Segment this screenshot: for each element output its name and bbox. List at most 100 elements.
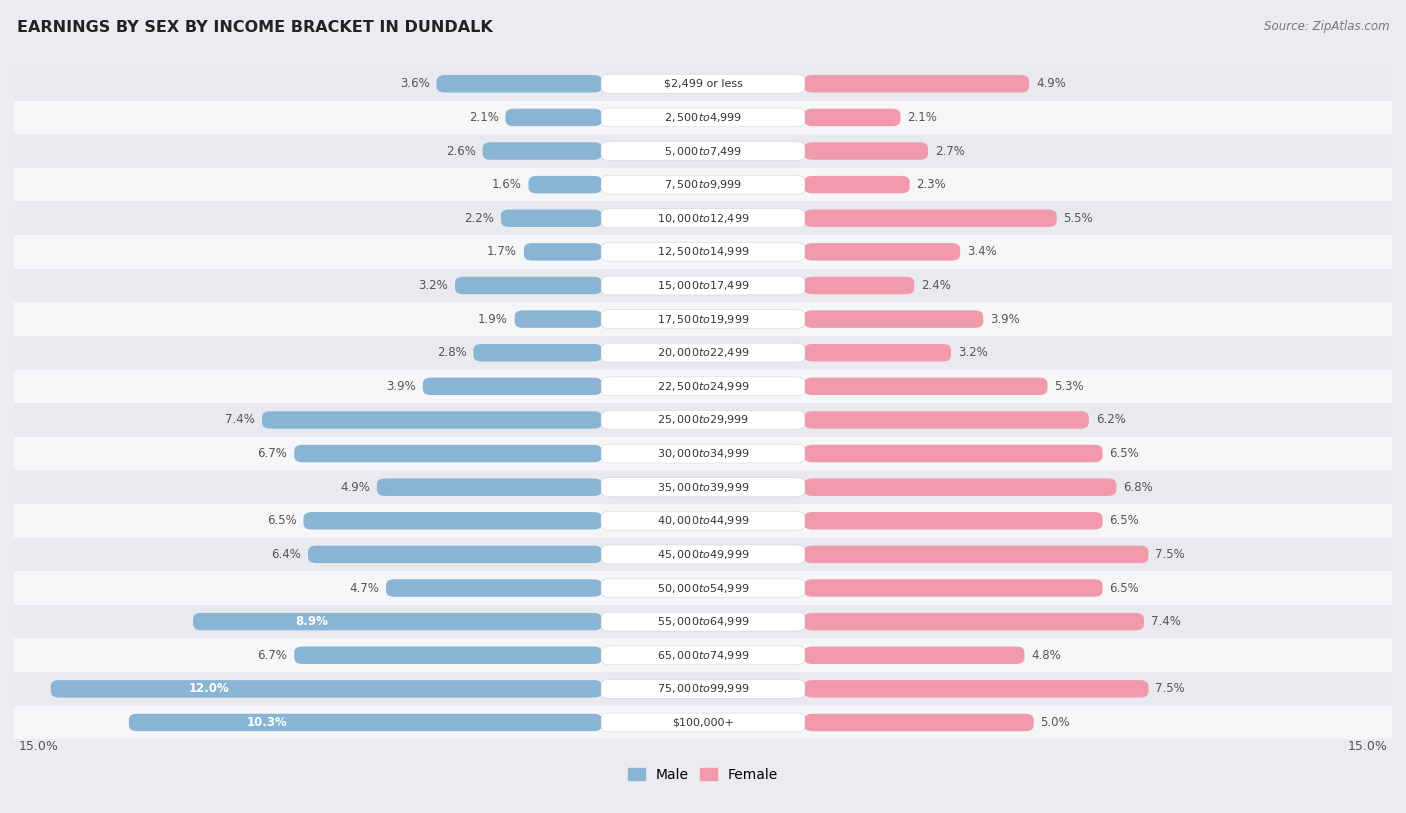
FancyBboxPatch shape bbox=[804, 512, 1102, 529]
Text: 6.8%: 6.8% bbox=[1123, 480, 1153, 493]
FancyBboxPatch shape bbox=[377, 478, 602, 496]
FancyBboxPatch shape bbox=[387, 580, 602, 597]
FancyBboxPatch shape bbox=[515, 311, 602, 328]
Text: 7.5%: 7.5% bbox=[1156, 682, 1185, 695]
Bar bbox=[14, 167, 1392, 202]
FancyBboxPatch shape bbox=[294, 445, 602, 463]
FancyBboxPatch shape bbox=[600, 108, 806, 127]
FancyBboxPatch shape bbox=[600, 310, 806, 328]
Text: 6.4%: 6.4% bbox=[271, 548, 301, 561]
FancyBboxPatch shape bbox=[804, 311, 983, 328]
Text: 10.3%: 10.3% bbox=[247, 716, 288, 729]
Text: 8.9%: 8.9% bbox=[295, 615, 328, 628]
Bar bbox=[14, 638, 1392, 672]
Text: 6.7%: 6.7% bbox=[257, 447, 287, 460]
Text: 15.0%: 15.0% bbox=[1347, 740, 1388, 753]
Bar bbox=[14, 134, 1392, 167]
Text: $12,500 to $14,999: $12,500 to $14,999 bbox=[657, 246, 749, 259]
FancyBboxPatch shape bbox=[804, 176, 910, 193]
Legend: Male, Female: Male, Female bbox=[623, 763, 783, 788]
FancyBboxPatch shape bbox=[304, 512, 602, 529]
Bar bbox=[14, 471, 1392, 504]
FancyBboxPatch shape bbox=[456, 276, 602, 294]
Text: $22,500 to $24,999: $22,500 to $24,999 bbox=[657, 380, 749, 393]
Text: $5,000 to $7,499: $5,000 to $7,499 bbox=[664, 145, 742, 158]
FancyBboxPatch shape bbox=[600, 511, 806, 530]
Text: $25,000 to $29,999: $25,000 to $29,999 bbox=[657, 414, 749, 427]
Text: $50,000 to $54,999: $50,000 to $54,999 bbox=[657, 581, 749, 594]
Text: 6.7%: 6.7% bbox=[257, 649, 287, 662]
FancyBboxPatch shape bbox=[506, 109, 602, 126]
FancyBboxPatch shape bbox=[524, 243, 602, 261]
Text: 6.2%: 6.2% bbox=[1095, 414, 1126, 427]
Text: $2,500 to $4,999: $2,500 to $4,999 bbox=[664, 111, 742, 124]
Bar bbox=[14, 572, 1392, 605]
FancyBboxPatch shape bbox=[600, 343, 806, 362]
Text: 4.8%: 4.8% bbox=[1032, 649, 1062, 662]
FancyBboxPatch shape bbox=[600, 444, 806, 463]
Text: Source: ZipAtlas.com: Source: ZipAtlas.com bbox=[1264, 20, 1389, 33]
FancyBboxPatch shape bbox=[262, 411, 602, 428]
FancyBboxPatch shape bbox=[294, 646, 602, 664]
Text: 4.7%: 4.7% bbox=[349, 581, 380, 594]
Text: 3.6%: 3.6% bbox=[399, 77, 430, 90]
Bar bbox=[14, 437, 1392, 471]
FancyBboxPatch shape bbox=[804, 243, 960, 261]
FancyBboxPatch shape bbox=[804, 377, 1047, 395]
FancyBboxPatch shape bbox=[600, 680, 806, 698]
Bar bbox=[14, 537, 1392, 572]
Bar bbox=[14, 336, 1392, 370]
Text: $20,000 to $22,499: $20,000 to $22,499 bbox=[657, 346, 749, 359]
FancyBboxPatch shape bbox=[600, 545, 806, 564]
Text: $7,500 to $9,999: $7,500 to $9,999 bbox=[664, 178, 742, 191]
Text: $45,000 to $49,999: $45,000 to $49,999 bbox=[657, 548, 749, 561]
Text: 2.3%: 2.3% bbox=[917, 178, 946, 191]
Text: 3.9%: 3.9% bbox=[387, 380, 416, 393]
Text: $100,000+: $100,000+ bbox=[672, 718, 734, 728]
Text: 2.2%: 2.2% bbox=[464, 211, 494, 224]
FancyBboxPatch shape bbox=[804, 613, 1144, 630]
Text: 1.6%: 1.6% bbox=[492, 178, 522, 191]
FancyBboxPatch shape bbox=[600, 75, 806, 93]
FancyBboxPatch shape bbox=[437, 75, 602, 93]
Text: $15,000 to $17,499: $15,000 to $17,499 bbox=[657, 279, 749, 292]
FancyBboxPatch shape bbox=[129, 714, 602, 731]
FancyBboxPatch shape bbox=[482, 142, 602, 160]
Bar bbox=[14, 202, 1392, 235]
Bar bbox=[14, 302, 1392, 336]
Bar bbox=[14, 605, 1392, 638]
Text: $35,000 to $39,999: $35,000 to $39,999 bbox=[657, 480, 749, 493]
Text: 6.5%: 6.5% bbox=[1109, 581, 1139, 594]
Bar bbox=[14, 67, 1392, 101]
FancyBboxPatch shape bbox=[600, 377, 806, 396]
FancyBboxPatch shape bbox=[804, 680, 1149, 698]
FancyBboxPatch shape bbox=[474, 344, 602, 362]
Text: 7.4%: 7.4% bbox=[1152, 615, 1181, 628]
Text: 4.9%: 4.9% bbox=[340, 480, 370, 493]
FancyBboxPatch shape bbox=[804, 142, 928, 160]
FancyBboxPatch shape bbox=[804, 210, 1057, 227]
Text: 6.5%: 6.5% bbox=[1109, 515, 1139, 528]
Text: 6.5%: 6.5% bbox=[1109, 447, 1139, 460]
FancyBboxPatch shape bbox=[600, 579, 806, 598]
Text: 2.8%: 2.8% bbox=[437, 346, 467, 359]
FancyBboxPatch shape bbox=[804, 109, 900, 126]
FancyBboxPatch shape bbox=[600, 242, 806, 261]
FancyBboxPatch shape bbox=[501, 210, 602, 227]
Text: 2.6%: 2.6% bbox=[446, 145, 475, 158]
Text: EARNINGS BY SEX BY INCOME BRACKET IN DUNDALK: EARNINGS BY SEX BY INCOME BRACKET IN DUN… bbox=[17, 20, 492, 35]
Text: $40,000 to $44,999: $40,000 to $44,999 bbox=[657, 515, 749, 528]
FancyBboxPatch shape bbox=[600, 713, 806, 732]
Text: 15.0%: 15.0% bbox=[18, 740, 59, 753]
Text: 1.7%: 1.7% bbox=[486, 246, 517, 259]
Text: 3.2%: 3.2% bbox=[957, 346, 987, 359]
Bar bbox=[14, 235, 1392, 268]
FancyBboxPatch shape bbox=[804, 714, 1033, 731]
Text: 2.1%: 2.1% bbox=[907, 111, 938, 124]
Text: $30,000 to $34,999: $30,000 to $34,999 bbox=[657, 447, 749, 460]
FancyBboxPatch shape bbox=[600, 411, 806, 429]
FancyBboxPatch shape bbox=[804, 411, 1088, 428]
Bar bbox=[14, 706, 1392, 739]
Text: 5.3%: 5.3% bbox=[1054, 380, 1084, 393]
Bar bbox=[14, 672, 1392, 706]
